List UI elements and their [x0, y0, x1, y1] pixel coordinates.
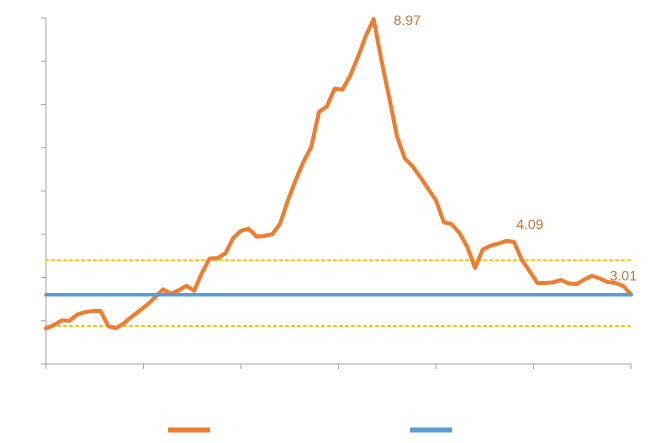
data-label: 4.09 [516, 216, 543, 232]
series-group [44, 17, 633, 331]
axes [41, 17, 632, 369]
series-line-1 [44, 17, 633, 331]
data-labels: 8.97 4.09 3.01 [394, 12, 638, 283]
data-label: 8.97 [394, 12, 421, 28]
reference-lines [45, 259, 632, 327]
data-label: 3.01 [610, 267, 637, 283]
